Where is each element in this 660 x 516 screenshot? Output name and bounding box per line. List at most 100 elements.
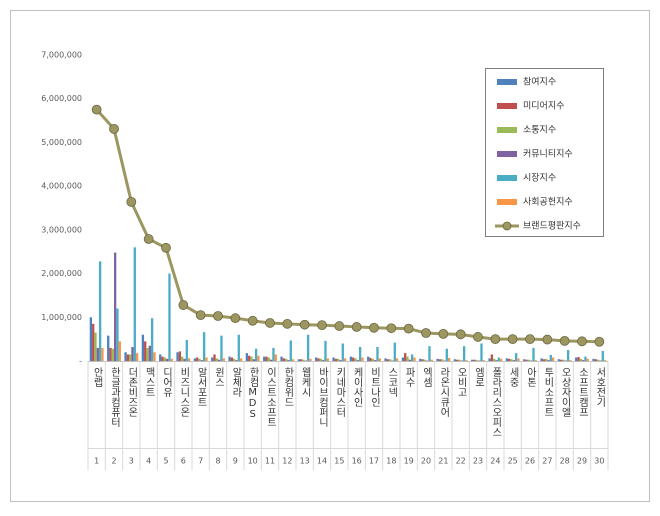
bar [545, 359, 547, 361]
x-tick-label: 비트나인 [369, 367, 381, 407]
bar [101, 348, 103, 361]
bar [493, 359, 495, 361]
bar [161, 357, 163, 361]
line-marker [214, 311, 223, 320]
bar [332, 358, 334, 361]
bar [359, 347, 361, 361]
x-tick-label: 안랩 [91, 367, 103, 387]
y-tick-label: 6,000,000 [41, 94, 82, 103]
bar [535, 360, 537, 361]
bar [552, 358, 554, 361]
bar [498, 358, 500, 361]
bar [411, 354, 413, 361]
bar [151, 318, 153, 361]
bar [203, 332, 205, 361]
x-tick-label: 바이브컴퍼니 [317, 367, 329, 428]
line-marker [526, 335, 535, 344]
bar [94, 333, 96, 361]
line-marker [266, 318, 275, 327]
y-tick-label: 4,000,000 [41, 182, 82, 191]
bar [463, 346, 465, 361]
bar [176, 352, 178, 361]
bar [142, 335, 144, 361]
bar [124, 352, 126, 361]
bar [146, 348, 148, 361]
bar [428, 346, 430, 361]
bar [129, 354, 131, 361]
bar [119, 341, 121, 361]
bar [90, 317, 92, 361]
rank-label: 6 [181, 457, 186, 466]
bar [134, 247, 136, 361]
bar [144, 341, 146, 361]
x-tick-label: 디어유 [161, 367, 173, 398]
bar [183, 359, 185, 361]
line-marker [404, 324, 413, 333]
legend-label: 사회공헌지수 [523, 197, 573, 208]
bar [513, 360, 515, 361]
bar [171, 359, 173, 361]
x-tick-label: 엠로 [473, 367, 485, 387]
bar [525, 360, 527, 361]
legend-label: 소통지수 [523, 125, 556, 136]
y-tick-label: 3,000,000 [41, 225, 82, 234]
bar [164, 358, 166, 361]
rank-label: 30 [594, 457, 604, 466]
bar [550, 355, 552, 361]
bar [473, 360, 475, 361]
bar [131, 347, 133, 361]
legend-swatch [497, 127, 517, 133]
x-tick-label: 키네마스터 [334, 367, 346, 418]
bar [448, 358, 450, 361]
rank-label: 16 [352, 457, 362, 466]
bar [344, 358, 346, 361]
bar [532, 348, 534, 361]
bar [562, 360, 564, 361]
rank-label: 27 [542, 457, 552, 466]
bar [454, 359, 456, 361]
bar [315, 358, 317, 361]
line-marker [248, 316, 257, 325]
legend-swatch [497, 199, 517, 205]
bar [97, 348, 99, 361]
legend-swatch [497, 79, 517, 85]
line-marker [595, 337, 604, 346]
legend-marker [503, 222, 511, 230]
rank-label: 1 [94, 457, 99, 466]
bar [376, 347, 378, 361]
bar [515, 353, 517, 361]
bar [194, 358, 196, 361]
bar [253, 359, 255, 361]
x-tick-label: 투비소프트 [542, 367, 554, 417]
bar [287, 360, 289, 361]
bar [233, 359, 235, 361]
bar [320, 359, 322, 361]
bar [153, 352, 155, 361]
line-marker [318, 321, 327, 330]
bar [394, 343, 396, 361]
bar [446, 349, 448, 361]
rank-label: 20 [421, 457, 431, 466]
bar [402, 358, 404, 361]
bar [136, 353, 138, 361]
bar [248, 356, 250, 361]
bar [465, 360, 467, 361]
bar [567, 350, 569, 361]
x-tick-label: 한글과컴퓨터 [109, 367, 121, 428]
bar [280, 357, 282, 361]
y-tick-label: 1,000,000 [41, 313, 82, 322]
bar [500, 359, 502, 361]
bar [166, 359, 168, 361]
line-marker [422, 329, 431, 338]
x-tick-label: 윈스 [213, 367, 225, 387]
rank-label: 14 [317, 457, 327, 466]
bar [220, 336, 222, 361]
bar [114, 253, 116, 361]
bar [285, 359, 287, 361]
line-marker [144, 235, 153, 244]
legend-swatch [497, 103, 517, 109]
bar [218, 360, 220, 361]
x-tick-label: 맥스트 [143, 367, 155, 397]
line-marker [508, 335, 517, 344]
line-marker [283, 319, 292, 328]
